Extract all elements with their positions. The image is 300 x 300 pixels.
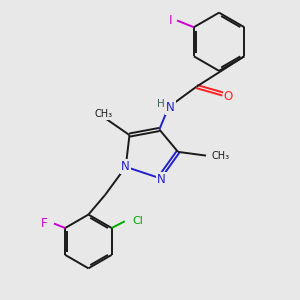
Text: N: N <box>166 100 175 114</box>
Text: N: N <box>157 173 166 186</box>
Text: O: O <box>224 91 233 103</box>
Text: CH₃: CH₃ <box>212 151 230 160</box>
Text: H: H <box>157 100 164 110</box>
Text: N: N <box>122 160 130 173</box>
Text: Cl: Cl <box>132 216 143 226</box>
Text: I: I <box>169 14 172 27</box>
Text: F: F <box>40 217 47 230</box>
Text: CH₃: CH₃ <box>94 109 112 119</box>
